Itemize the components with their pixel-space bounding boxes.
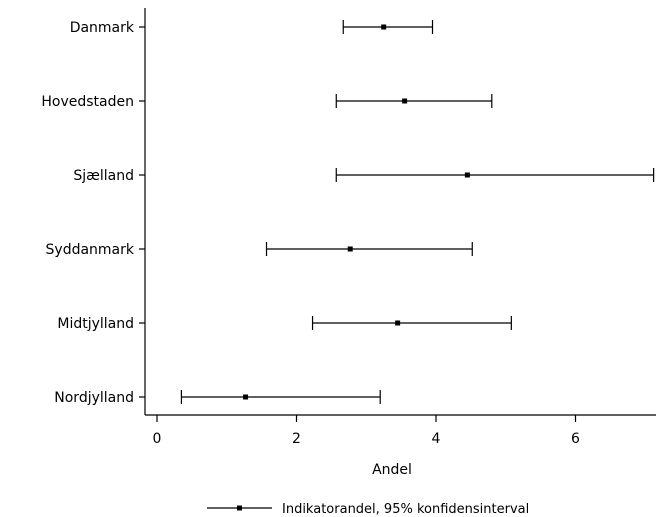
- y-tick-label: Syddanmark: [46, 242, 135, 258]
- x-tick-label: 0: [153, 431, 162, 447]
- y-tick-label: Midtjylland: [57, 316, 134, 332]
- x-axis-ticks: 0 2 4 6: [153, 415, 580, 447]
- y-tick-label: Sjælland: [73, 168, 134, 184]
- legend-marker-swatch: [237, 505, 242, 511]
- point-estimate-marker: [347, 246, 353, 252]
- x-axis-title: Andel: [372, 462, 412, 478]
- x-tick-label: 2: [292, 431, 301, 447]
- point-estimate-marker: [395, 320, 401, 326]
- axes: [144, 8, 656, 416]
- y-tick-label: Danmark: [70, 20, 135, 36]
- y-axis-ticks: Danmark Hovedstaden Sjælland Syddanmark Midt…: [41, 20, 145, 406]
- point-estimate-marker: [464, 172, 470, 178]
- point-estimate-marker: [381, 24, 387, 30]
- legend: Indikatorandel, 95% konfidensinterval: [207, 502, 529, 517]
- point-estimate-marker: [402, 98, 408, 104]
- y-tick-label: Hovedstaden: [41, 94, 134, 110]
- point-estimate-marker: [243, 394, 249, 400]
- error-bars: [180, 20, 655, 404]
- legend-label: Indikatorandel, 95% konfidensinterval: [282, 502, 529, 517]
- x-tick-label: 6: [571, 431, 580, 447]
- x-tick-label: 4: [432, 431, 441, 447]
- y-tick-label: Nordjylland: [54, 390, 134, 406]
